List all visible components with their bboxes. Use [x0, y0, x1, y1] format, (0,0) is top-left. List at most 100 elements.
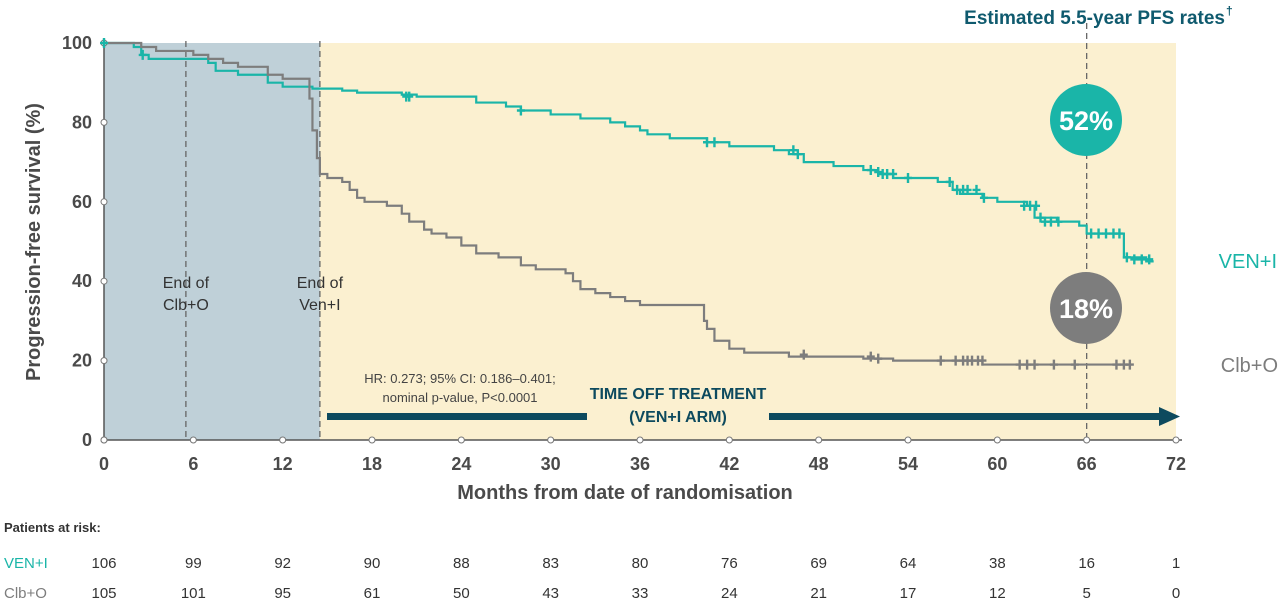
censor-mark-VEN+I — [1087, 228, 1096, 239]
censor-mark-VEN+I — [1122, 252, 1131, 263]
censor-mark-VEN+I — [793, 149, 802, 160]
x-axis-title: Months from date of randomisation — [457, 482, 793, 504]
x-tick-mark — [993, 436, 1001, 444]
ven-i-rate-circle — [1050, 84, 1122, 156]
at-risk-value: 33 — [631, 585, 649, 602]
censor-mark-Clb+O — [799, 349, 808, 360]
milestone-label: Ven+I — [299, 297, 340, 314]
censor-mark-Clb+O — [951, 355, 960, 366]
y-tick-mark — [100, 118, 108, 126]
at-risk-value: 5 — [1082, 585, 1091, 602]
censor-mark-VEN+I — [1145, 254, 1154, 265]
censor-mark-VEN+I — [945, 176, 954, 187]
x-tick-label: 36 — [630, 454, 650, 474]
censor-mark-VEN+I — [1115, 228, 1124, 239]
x-tick-mark — [368, 436, 376, 444]
arrow-shaft-right — [769, 413, 1159, 420]
series-lines — [104, 41, 1154, 366]
x-tick-label: 6 — [188, 454, 198, 474]
milestone-label: Clb+O — [163, 297, 209, 314]
censor-mark-VEN+I — [710, 137, 719, 148]
ven-i-arm-label: (VEN+I ARM) — [629, 409, 727, 426]
censor-mark-VEN+I — [138, 49, 147, 60]
arrow-head — [1159, 407, 1180, 426]
at-risk-row-Clb+O: Clb+O 105 101 95 61 50 43 33 24 21 17 12 5 0 — [0, 585, 1282, 605]
y-tick-mark — [100, 198, 108, 206]
pfs-chart: End of Clb+O End of Ven+I 0 6 12 18 24 30 36 42 48 5… — [23, 4, 1278, 504]
censor-mark-Clb+O — [1125, 359, 1134, 370]
censor-mark-VEN+I — [1036, 212, 1045, 223]
censor-mark-VEN+I — [100, 38, 108, 48]
censor-mark-VEN+I — [405, 91, 414, 102]
y-tick-label: 80 — [72, 112, 92, 132]
at-risk-value: 106 — [91, 555, 117, 572]
x-tick-label: 0 — [99, 454, 109, 474]
subtitle-dagger: † — [1226, 4, 1233, 18]
ven-i-series-label: VEN+I — [1219, 251, 1277, 273]
x-tick-mark — [1083, 436, 1091, 444]
y-tick-label: 60 — [72, 192, 92, 212]
y-axis-title: Progression-free survival (%) — [23, 103, 45, 381]
at-risk-row-VEN+I: VEN+I 106 99 92 90 88 83 80 76 69 64 38 16 1 — [0, 555, 1282, 575]
censor-mark-VEN+I — [516, 105, 525, 116]
x-tick-mark — [547, 436, 555, 444]
censor-mark-VEN+I — [1094, 228, 1103, 239]
milestone-label: End of — [163, 275, 210, 292]
at-risk-value: 95 — [274, 585, 291, 602]
treatment-period-shading — [104, 43, 1176, 440]
x-tick-mark — [815, 436, 823, 444]
x-tick-mark — [457, 436, 465, 444]
censor-mark-VEN+I — [889, 169, 898, 180]
censor-mark-VEN+I — [1137, 254, 1146, 265]
arrow-shaft-left — [327, 413, 587, 420]
x-tick-mark — [725, 436, 733, 444]
at-risk-value: 69 — [810, 555, 827, 572]
chart-subtitle: Estimated 5.5-year PFS rates — [964, 8, 1225, 29]
censor-mark-VEN+I — [963, 184, 972, 195]
at-risk-value: 12 — [988, 585, 1006, 602]
at-risk-title: Patients at risk: — [4, 520, 101, 535]
x-tick-label: 24 — [451, 454, 471, 474]
x-tick-label: 30 — [541, 454, 561, 474]
clb-o-rate-label: 18% — [1059, 294, 1113, 324]
hr-stats-line2: nominal p-value, P<0.0001 — [382, 390, 537, 405]
x-tick-label: 48 — [809, 454, 829, 474]
at-risk-value: 64 — [899, 555, 917, 572]
at-risk-value: 80 — [631, 555, 649, 572]
at-risk-value: 43 — [542, 585, 559, 602]
x-tick-mark — [189, 436, 197, 444]
at-risk-value: 50 — [452, 585, 470, 602]
x-tick-label: 54 — [898, 454, 918, 474]
censor-mark-VEN+I — [1130, 254, 1139, 265]
ven-i-rate-label: 52% — [1059, 106, 1113, 136]
censor-mark-Clb+O — [874, 353, 883, 364]
at-risk-value: 90 — [363, 555, 381, 572]
series-line-VEN+I — [104, 41, 1154, 263]
at-risk-value: 21 — [810, 585, 827, 602]
y-tick-mark — [100, 277, 108, 285]
x-tick-label: 60 — [987, 454, 1007, 474]
at-risk-value: 99 — [184, 555, 202, 572]
axes: 0 6 12 18 24 30 36 42 48 54 60 66 72 0 20 40 60 80 100 Mont… — [23, 33, 1186, 504]
at-risk-value: 76 — [720, 555, 738, 572]
at-risk-value: 88 — [452, 555, 470, 572]
censor-marks — [100, 38, 1154, 370]
censor-mark-Clb+O — [1049, 359, 1058, 370]
x-tick-label: 66 — [1077, 454, 1097, 474]
at-risk-value: 83 — [542, 555, 559, 572]
censor-mark-Clb+O — [866, 351, 875, 362]
censor-mark-VEN+I — [1102, 228, 1111, 239]
x-tick-mark — [636, 436, 644, 444]
clb-o-rate-circle — [1050, 272, 1122, 344]
shaded-region-0 — [104, 43, 320, 440]
y-tick-mark — [100, 357, 108, 365]
y-tick-label: 0 — [82, 430, 92, 450]
censor-mark-Clb+O — [1015, 359, 1024, 370]
x-tick-mark — [904, 436, 912, 444]
censor-mark-VEN+I — [972, 184, 981, 195]
at-risk-value: 0 — [1171, 585, 1181, 602]
censor-mark-Clb+O — [936, 355, 945, 366]
censor-mark-VEN+I — [866, 165, 875, 176]
y-tick-label: 100 — [62, 33, 92, 53]
at-risk-value: 17 — [899, 585, 917, 602]
